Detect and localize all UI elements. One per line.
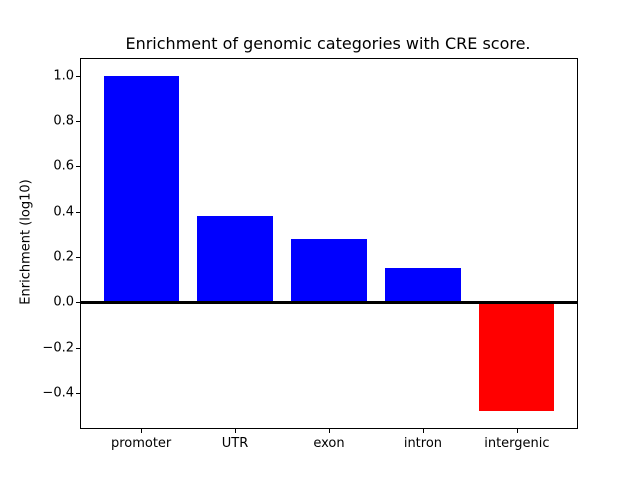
bar-exon — [291, 238, 367, 303]
y-tick-label-0.0: 0.0 — [53, 294, 74, 310]
y-tick-0.8 — [76, 121, 81, 123]
bar-intron — [385, 268, 461, 303]
chart-title: Enrichment of genomic categories with CR… — [125, 34, 531, 53]
y-tick-1.0 — [76, 75, 81, 77]
x-tick-UTR — [235, 428, 237, 433]
x-tick-exon — [329, 428, 330, 433]
y-tick-label-0.2: 0.2 — [53, 249, 74, 265]
y-tick-label-1.0: 1.0 — [53, 68, 74, 84]
x-tick-label-intron: intron — [403, 436, 443, 451]
bar-intergenic — [479, 302, 555, 412]
bar-promoter — [103, 75, 179, 303]
x-tick-label-UTR: UTR — [221, 436, 249, 451]
zero-baseline — [81, 301, 577, 305]
bar-UTR — [197, 216, 273, 303]
y-tick-label-0.4: 0.4 — [53, 204, 74, 220]
y-axis-label: Enrichment (log10) — [18, 179, 34, 305]
y-tick-−0.2 — [76, 347, 81, 349]
y-tick-−0.4 — [76, 393, 81, 395]
plot-area: promoter UTR exon intron intergenic 1.0 0.8 0.6… — [42, 58, 578, 451]
x-tick-label-exon: exon — [313, 436, 345, 451]
x-tick-intergenic — [516, 428, 518, 433]
y-tick-label-0.6: 0.6 — [53, 158, 74, 174]
x-tick-intron — [422, 428, 424, 433]
y-tick-label-−0.4: −0.4 — [42, 385, 74, 401]
x-tick-promoter — [141, 428, 143, 433]
x-tick-label-intergenic: intergenic — [484, 436, 550, 451]
y-tick-0.2 — [76, 257, 81, 259]
y-tick-0.4 — [76, 211, 81, 213]
y-tick-label-0.8: 0.8 — [53, 113, 74, 129]
x-tick-label-promoter: promoter — [110, 436, 172, 451]
y-tick-label-−0.2: −0.2 — [42, 340, 74, 356]
y-tick-0.6 — [76, 166, 81, 168]
y-tick-0.0 — [76, 302, 81, 304]
